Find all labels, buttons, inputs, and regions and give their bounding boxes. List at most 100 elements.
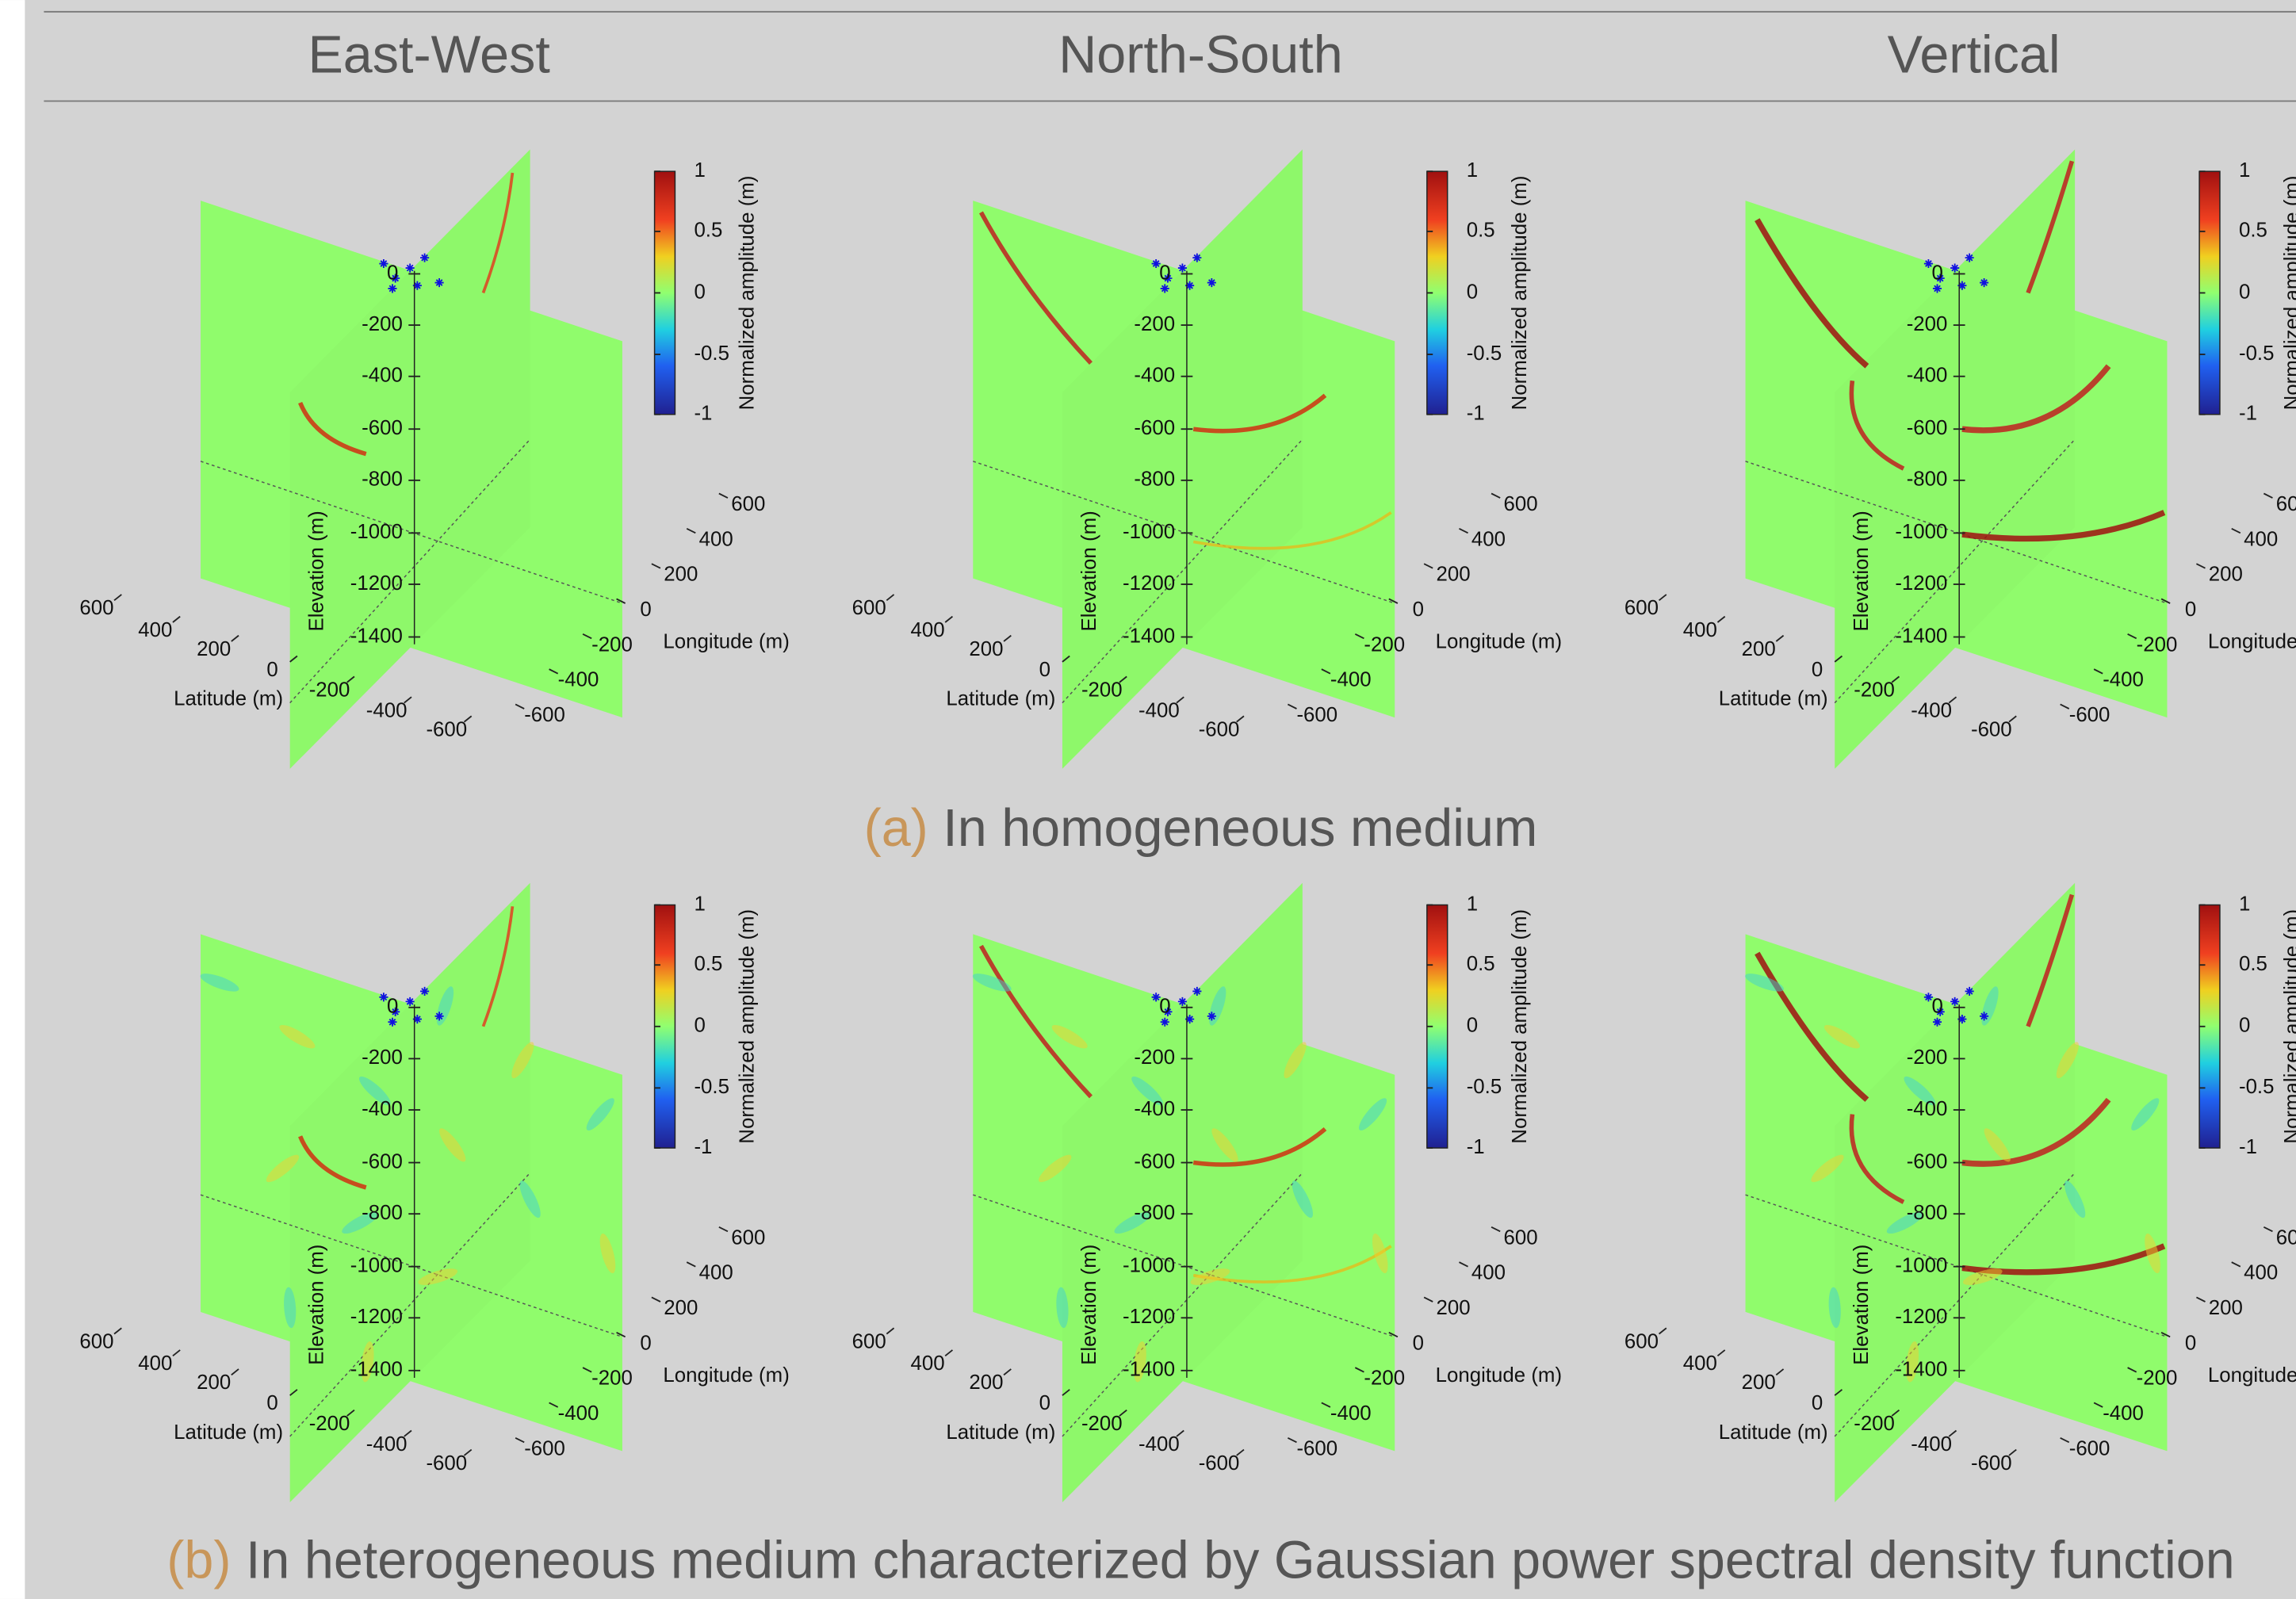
tick	[686, 527, 696, 534]
wavefront	[1849, 1114, 1905, 1204]
station	[391, 1007, 400, 1016]
wavefront	[481, 906, 515, 1027]
tick	[1948, 696, 1957, 704]
scatter-blob	[279, 1024, 316, 1049]
tick	[1659, 594, 1667, 602]
latitude-tick-label: -400	[366, 1433, 408, 1456]
tick	[404, 1429, 412, 1437]
station	[1965, 253, 1974, 262]
station	[1965, 986, 1974, 996]
longitude-tick-label: -600	[524, 704, 565, 726]
axis-guide	[1745, 461, 2168, 604]
latitude-tick-label: 400	[1683, 619, 1717, 641]
slice-plane	[289, 882, 530, 1503]
tick	[2231, 1261, 2241, 1268]
tick	[113, 1327, 122, 1335]
axis-guide	[1062, 438, 1303, 704]
axis-guide	[1834, 1172, 2076, 1437]
tick	[1775, 634, 1785, 642]
latitude-tick-label: -200	[1854, 679, 1895, 702]
latitude-tick-label: -200	[309, 679, 350, 702]
wavefront	[979, 211, 1093, 365]
colorbar-tick-label: 0.5	[2239, 220, 2267, 242]
latitude-tick-label: 200	[197, 638, 231, 660]
longitude-tick-label: 0	[1413, 1332, 1424, 1354]
tick	[1321, 668, 1331, 675]
longitude-tick-label: 0	[2185, 599, 2196, 621]
colorbar-tick-label: 1	[1467, 159, 1478, 182]
station	[405, 997, 415, 1006]
longitude-label: Longitude (m)	[2208, 631, 2296, 653]
station	[1177, 263, 1187, 273]
station	[1950, 263, 1960, 273]
colorbar-tick-label: -0.5	[2239, 1076, 2275, 1098]
tick	[1354, 633, 1364, 640]
tick	[582, 633, 592, 640]
elevation-tick-label: -1400	[1895, 625, 1947, 647]
wavefront	[1849, 380, 1905, 471]
longitude-tick-label: -600	[1296, 704, 1337, 726]
tick	[2263, 492, 2273, 499]
scatter-blob	[418, 1268, 458, 1285]
latitude-tick-label: 0	[266, 1392, 277, 1414]
longitude-tick-label: -600	[1296, 1437, 1337, 1459]
station	[1980, 1012, 1989, 1021]
longitude-tick-label: 600	[731, 1226, 765, 1249]
tick	[651, 563, 661, 569]
axis-guide	[200, 1194, 623, 1338]
tick	[1775, 1368, 1785, 1376]
colorbar-tick-label: 0.5	[1467, 220, 1495, 242]
latitude-tick-label: 600	[852, 597, 886, 619]
station	[412, 281, 422, 290]
tick	[886, 594, 895, 602]
tick	[515, 703, 525, 710]
wavefront	[481, 172, 515, 294]
longitude-tick-label: 0	[640, 599, 651, 621]
scatter-blob	[1190, 1268, 1230, 1285]
slice-plane	[289, 149, 530, 769]
longitude-tick-label: 200	[2209, 564, 2243, 586]
longitude-tick-label: 400	[1471, 528, 1506, 550]
colorbar-tick-label: 0.5	[1467, 953, 1495, 975]
latitude-tick-label: 0	[1039, 1392, 1050, 1414]
colorbar-tick-label: -0.5	[694, 342, 729, 365]
panel: 0-200-400-600-800-1000-1200-1400Elevatio…	[1624, 882, 2296, 1503]
tick	[346, 675, 355, 683]
colorbar-label: Normalized amplitude (m)	[737, 909, 759, 1144]
colorbar-tick-label: 1	[2239, 159, 2250, 182]
scatter-blob	[1811, 1154, 1844, 1183]
scatter-blob	[1745, 974, 1784, 992]
latitude-tick-label: -400	[366, 700, 408, 722]
colorbar-tick-label: -0.5	[2239, 342, 2275, 365]
elevation-tick-label: 0	[387, 262, 398, 284]
axis-guide	[289, 438, 531, 704]
station	[1957, 1015, 1967, 1024]
tick	[686, 1261, 696, 1268]
elevation-tick-label: -600	[1907, 417, 1948, 439]
station	[1151, 993, 1161, 1002]
latitude-tick-label: -200	[1081, 679, 1123, 702]
longitude-tick-label: -200	[1364, 633, 1405, 656]
longitude-tick-label: -600	[2069, 1437, 2110, 1459]
elevation-tick-label: -1200	[1123, 1306, 1175, 1328]
longitude-tick-label: -400	[558, 1402, 599, 1425]
latitude-tick-label: -600	[1971, 719, 2012, 741]
latitude-tick-label: 400	[138, 1352, 172, 1375]
tick	[2093, 1402, 2103, 1408]
tick	[1003, 1368, 1012, 1376]
longitude-label: Longitude (m)	[663, 631, 789, 653]
elevation-tick-label: -1200	[1123, 572, 1175, 595]
tick	[1388, 598, 1399, 604]
left-margin	[0, 0, 25, 1599]
station	[1923, 993, 1933, 1002]
scatter-blob	[1904, 1076, 1936, 1106]
elevation-label: Elevation (m)	[1078, 511, 1100, 631]
latitude-label: Latitude (m)	[174, 1421, 283, 1444]
tick	[549, 668, 559, 675]
scatter-blob	[2056, 1042, 2079, 1079]
tick	[1423, 563, 1433, 569]
station	[1950, 997, 1960, 1006]
elevation-label: Elevation (m)	[1850, 1245, 1873, 1365]
station	[391, 274, 400, 283]
